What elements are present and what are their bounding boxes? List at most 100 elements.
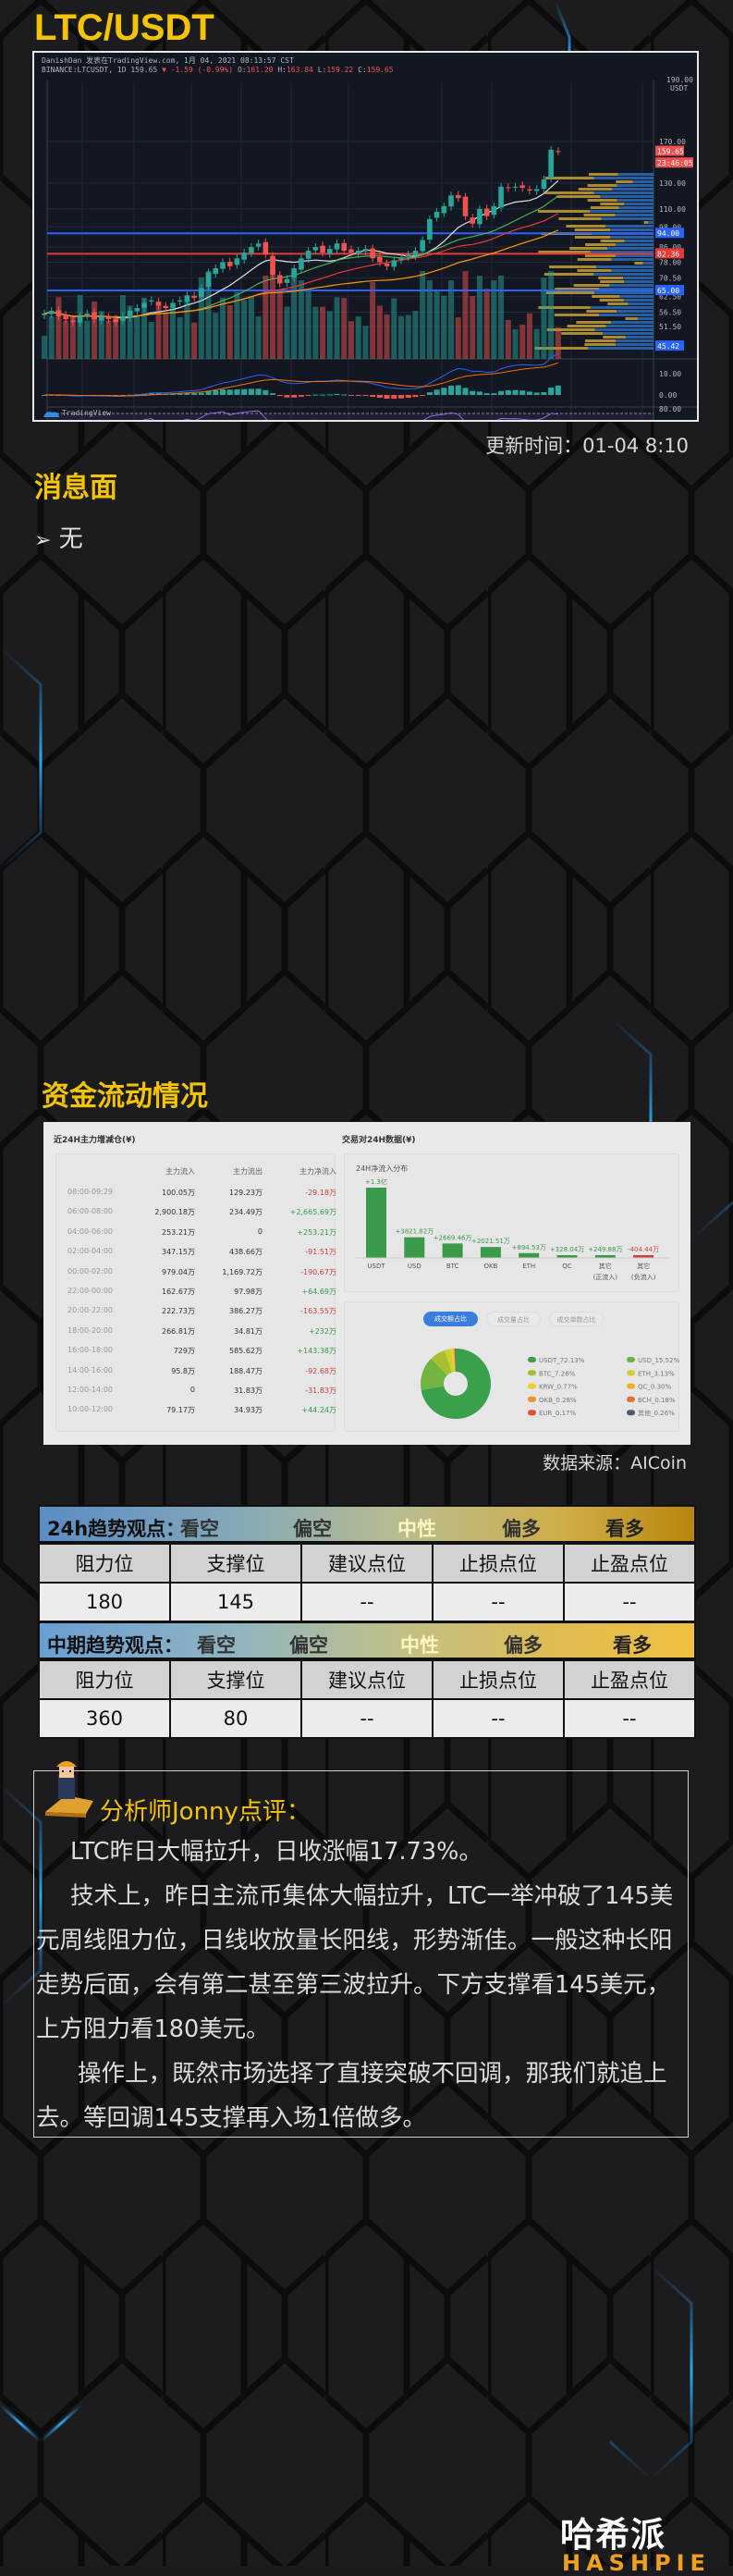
candle bbox=[234, 258, 240, 265]
volume-profile-bar-up bbox=[544, 273, 594, 276]
candle bbox=[533, 189, 540, 191]
macd-histogram-bar bbox=[312, 394, 319, 396]
volume-profile-bar-up bbox=[600, 240, 625, 242]
macd-histogram-bar bbox=[434, 389, 440, 395]
axis-currency: USDT bbox=[670, 84, 688, 92]
candle bbox=[48, 311, 55, 314]
price-tick-label: 70.50 bbox=[659, 274, 681, 282]
share-tab[interactable]: 成交量占比 bbox=[486, 1312, 541, 1326]
macd-histogram-bar bbox=[42, 395, 47, 396]
news-section-title: 消息面 bbox=[34, 473, 117, 503]
macd-histogram-bar bbox=[526, 391, 532, 395]
candle bbox=[205, 272, 212, 287]
price-tag bbox=[655, 285, 684, 296]
fund-section-title: 资金流动情况 bbox=[42, 1081, 208, 1112]
inflow-bar-label: OKB bbox=[483, 1263, 497, 1270]
macd-histogram-bar bbox=[491, 393, 497, 395]
candle bbox=[320, 245, 325, 253]
inflow-bar-value: +249.88万 bbox=[588, 1246, 622, 1253]
volume-profile-bar-down bbox=[615, 343, 654, 346]
candle bbox=[70, 320, 76, 323]
header-take-profit: 止盈点位 bbox=[563, 1659, 696, 1700]
volume-bar bbox=[298, 280, 304, 359]
macd-histogram-bar bbox=[220, 389, 226, 395]
share-tab[interactable]: 成交单数占比 bbox=[549, 1312, 604, 1326]
volume-profile-bar-up bbox=[545, 291, 595, 294]
volume-bar bbox=[426, 280, 433, 359]
candle bbox=[441, 205, 447, 214]
candle bbox=[362, 249, 369, 252]
volume-bar bbox=[512, 328, 519, 359]
macd-histogram-bar bbox=[355, 395, 361, 396]
legend-swatch bbox=[528, 1370, 536, 1376]
tradingview-chart[interactable]: DanishDan 发表在TradingView.com, 1月 04, 202… bbox=[32, 51, 699, 422]
value-suggested: -- bbox=[300, 1582, 434, 1622]
flow-row: 20:00-22:00 222.73万 386.27万 -163.55万 bbox=[56, 1306, 336, 1325]
volume-profile-bar-up bbox=[555, 288, 600, 290]
legend-label: KRW_0.77% bbox=[539, 1384, 578, 1391]
volume-profile-bar-up bbox=[587, 199, 617, 202]
news-item: ➢ 无 bbox=[34, 520, 83, 554]
share-tab[interactable]: 成交额占比 bbox=[423, 1312, 478, 1326]
legend-swatch bbox=[627, 1383, 635, 1389]
candle bbox=[420, 240, 425, 252]
volume-profile-bar-down bbox=[593, 191, 654, 194]
macd-histogram-bar bbox=[205, 391, 212, 395]
volume-bar bbox=[169, 306, 176, 359]
volume-bar bbox=[398, 315, 404, 359]
volume-profile-bar-down bbox=[632, 180, 654, 183]
inflow-bar-value: +3821.82万 bbox=[395, 1228, 434, 1236]
flow-out: 585.62万 bbox=[229, 1347, 263, 1356]
volume-profile-bar-up bbox=[558, 217, 602, 220]
volume-bar bbox=[391, 298, 397, 359]
volume-profile-bar-up bbox=[590, 206, 619, 209]
candle bbox=[370, 248, 375, 259]
volume-bar bbox=[255, 316, 262, 359]
macd-signal-line bbox=[43, 362, 558, 397]
volume-bar bbox=[441, 295, 447, 359]
inflow-bar-label: 其它 bbox=[637, 1262, 650, 1270]
volume-bar bbox=[84, 320, 91, 359]
trend-24h-section: 24h趋势观点： 看空 偏空 中性 偏多 看多 bbox=[38, 1505, 696, 1543]
candle bbox=[506, 187, 511, 189]
scale-bearish: 看空 bbox=[197, 1634, 236, 1657]
scale-bullish: 看多 bbox=[605, 1518, 644, 1540]
volume-profile-bar-up bbox=[592, 295, 620, 298]
volume-bar bbox=[462, 271, 469, 359]
volume-profile-bar-down bbox=[617, 199, 654, 202]
inflow-bar-label: QC bbox=[562, 1263, 572, 1270]
volume-profile-bar-down bbox=[623, 299, 654, 302]
volume-bar bbox=[248, 296, 254, 359]
header-support: 支撑位 bbox=[169, 1543, 302, 1584]
volume-profile-bar-up bbox=[554, 314, 600, 316]
inflow-bar-sublabel: (正流入) bbox=[593, 1273, 618, 1281]
flow-in: 979.04万 bbox=[162, 1267, 195, 1276]
volume-bar bbox=[105, 320, 112, 359]
candle bbox=[263, 241, 269, 255]
volume-profile-bar-down bbox=[588, 347, 654, 350]
macd-histogram-bar bbox=[270, 393, 276, 395]
macd-histogram-bar bbox=[334, 393, 340, 395]
candle bbox=[327, 249, 333, 254]
price-tick-label: 110.00 bbox=[659, 205, 686, 214]
volume-profile-bar-down bbox=[628, 302, 654, 305]
macd-histogram-bar bbox=[533, 392, 540, 395]
analyst-comment-box: 分析师Jonny点评： LTC昨日大幅拉升，日收涨幅17.73%。 技术上，昨日… bbox=[33, 1761, 689, 2138]
inflow-bar-value: +2021.51万 bbox=[471, 1238, 510, 1245]
inflow-bar-value: +328.04万 bbox=[550, 1246, 584, 1253]
macd-histogram-bar bbox=[541, 392, 547, 395]
candle bbox=[213, 268, 219, 275]
net-inflow-bar-chart: 24H净流入分布 +1.3亿 USDT +3821.82万 USD +2669.46万 B… bbox=[344, 1153, 679, 1292]
volume-profile-bar-up bbox=[586, 310, 617, 313]
flow-row: 18:00-20:00 266.81万 34.81万 +232万 bbox=[56, 1326, 336, 1346]
scale-bullish: 看多 bbox=[613, 1634, 652, 1657]
macd-histogram-bar bbox=[362, 395, 369, 396]
volume-bar bbox=[234, 291, 240, 359]
inflow-bar bbox=[594, 1255, 616, 1258]
volume-profile-bar-up bbox=[576, 321, 612, 324]
chart-header-line2: BINANCE:LTCUSDT, 1D 159.65 ▼ -1.59 (-0.9… bbox=[42, 66, 394, 74]
volume-bar bbox=[312, 306, 319, 359]
trend-mid-table: 阻力位 支撑位 建议点位 止损点位 止盈点位 360 80 -- -- -- bbox=[38, 1659, 696, 1739]
scale-bearish: 看空 bbox=[180, 1518, 219, 1540]
volume-profile-bar-down bbox=[648, 221, 654, 224]
